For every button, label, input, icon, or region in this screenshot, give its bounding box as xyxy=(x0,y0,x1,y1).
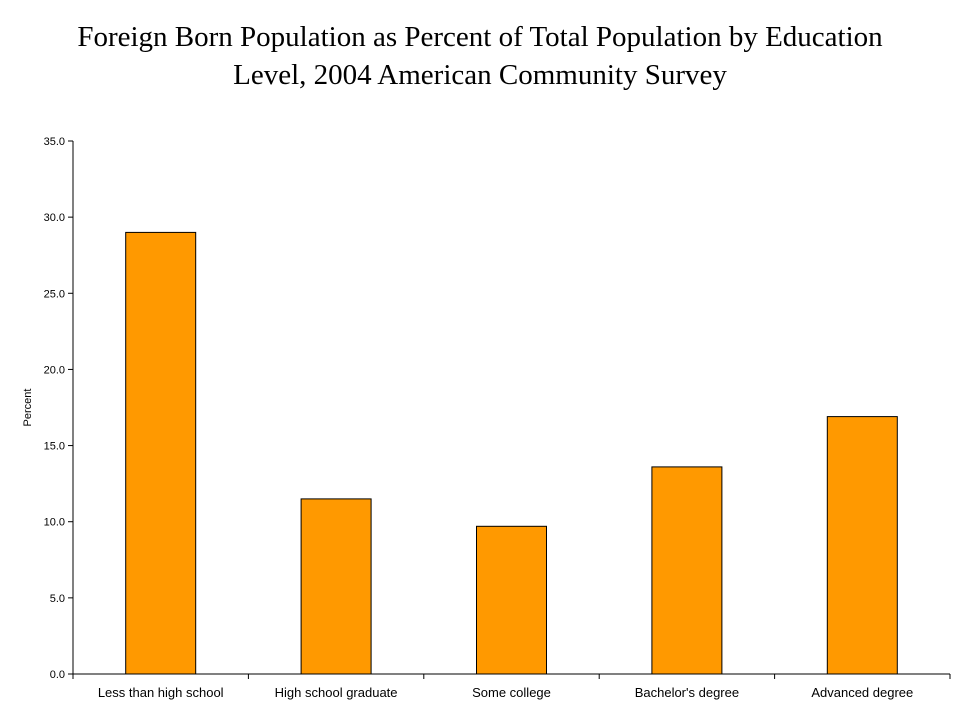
bar-2 xyxy=(476,525,547,675)
x-category-label: High school graduate xyxy=(275,685,398,700)
y-tick-label: 10.0 xyxy=(44,517,65,529)
chart-title-line-1: Foreign Born Population as Percent of To… xyxy=(77,21,883,53)
y-tick-label: 35.0 xyxy=(44,136,65,148)
y-tick-label: 20.0 xyxy=(44,364,65,376)
bar-3 xyxy=(651,466,723,675)
chart-title-line-2: Level, 2004 American Community Survey xyxy=(233,59,727,91)
chart-title: Foreign Born Population as Percent of To… xyxy=(0,18,960,94)
bar-0 xyxy=(125,231,197,675)
y-axis-title: Percent xyxy=(22,389,34,427)
y-tick-label: 25.0 xyxy=(44,288,65,300)
x-axis: Less than high school High school graduat… xyxy=(72,673,951,700)
y-tick-label: 15.0 xyxy=(44,441,65,453)
y-tick-label: 5.0 xyxy=(50,593,65,605)
y-axis: 0.0 5.0 10.0 15.0 20.0 25.0 30.0 35.0 xyxy=(44,136,74,681)
bars-group xyxy=(125,231,898,675)
x-category-label: Some college xyxy=(472,685,551,700)
bar-4 xyxy=(826,416,898,675)
y-tick-label: 0.0 xyxy=(50,669,65,681)
bar-1 xyxy=(300,498,372,675)
x-category-label: Less than high school xyxy=(98,685,224,700)
x-category-label: Bachelor's degree xyxy=(635,685,739,700)
x-category-label: Advanced degree xyxy=(811,685,913,700)
y-tick-label: 30.0 xyxy=(44,212,65,224)
